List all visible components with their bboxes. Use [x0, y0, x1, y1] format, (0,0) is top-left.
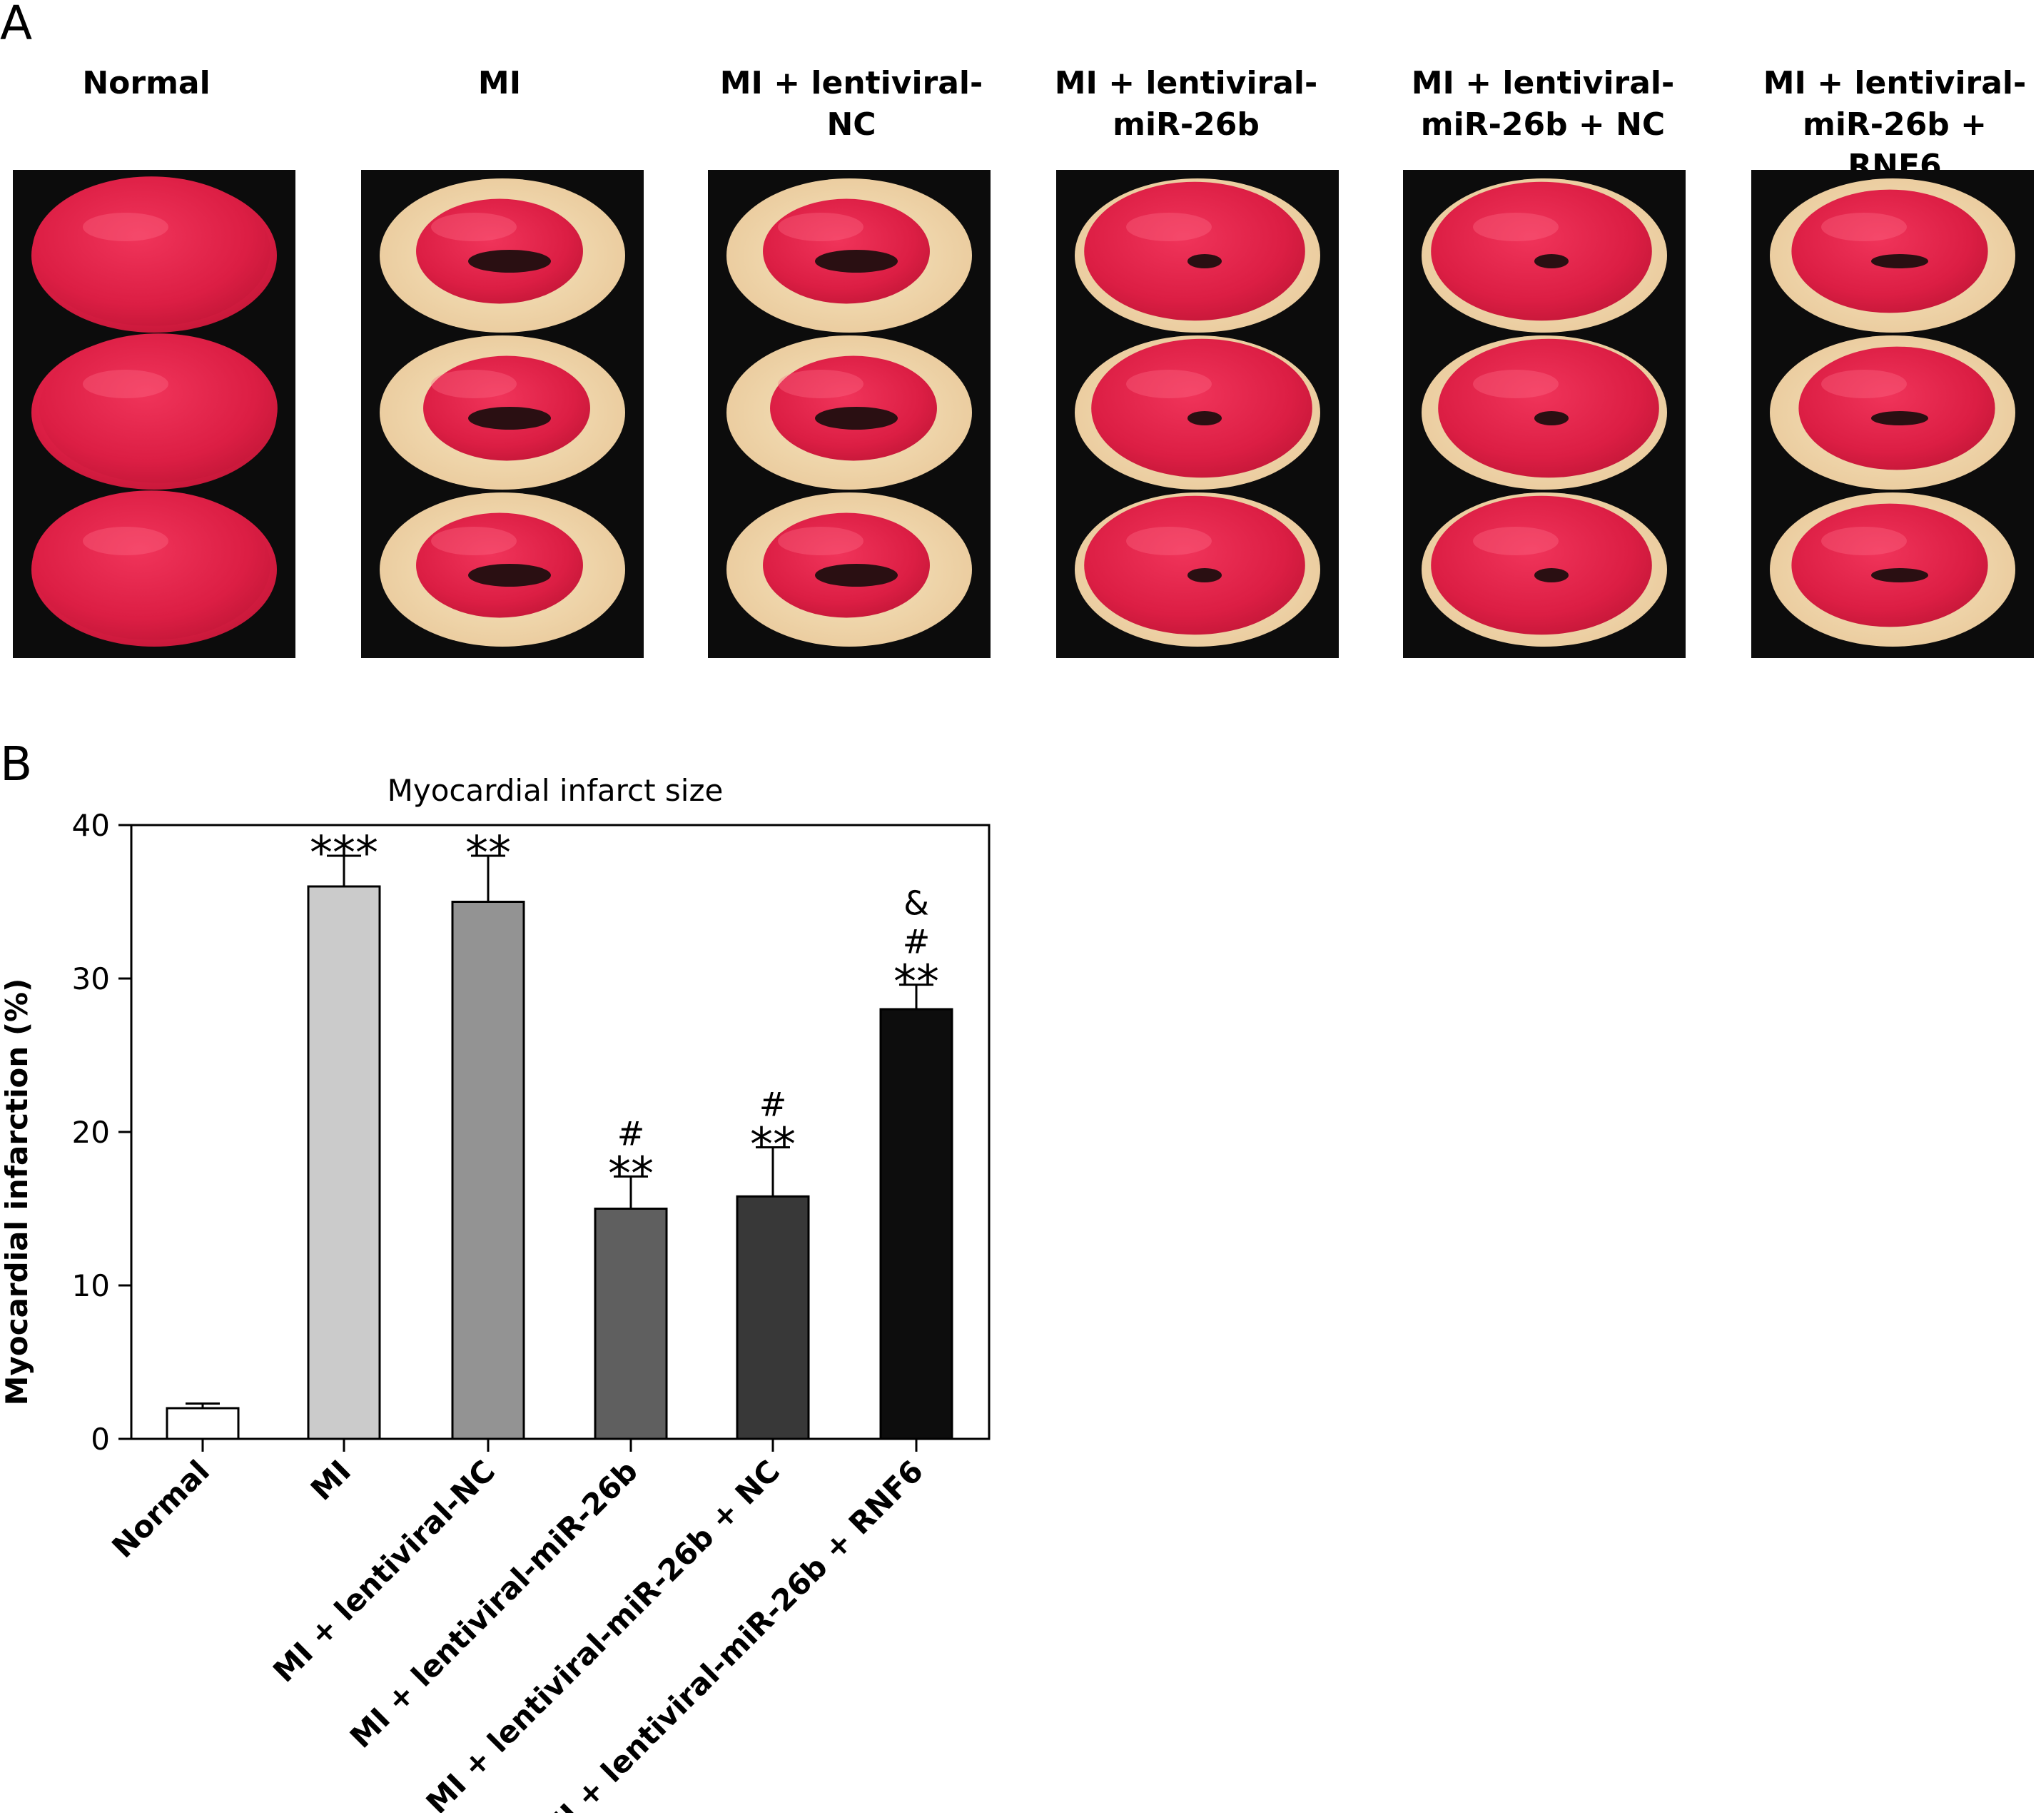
significance-annotation: # — [617, 1114, 645, 1153]
heart-slice — [380, 335, 625, 490]
y-tick-label: 40 — [72, 808, 110, 843]
y-axis-ticks: 0 10 20 30 40 — [72, 808, 131, 1457]
group-label-mi: MI — [477, 65, 522, 101]
bar — [307, 885, 381, 1440]
significance-annotation: ** — [608, 1148, 654, 1200]
significance-annotation: & — [903, 884, 929, 923]
x-tick-label: MI + lentiviral-miR-26b — [343, 1453, 644, 1754]
heart-section-photo-mi-lentiviral-mir26b-nc — [1403, 170, 1686, 658]
y-axis-label: Myocardial infarction (%) — [0, 979, 34, 1406]
bar — [594, 1208, 668, 1440]
heart-slice — [1770, 178, 2015, 333]
heart-slice — [1770, 492, 2015, 647]
heart-slice — [726, 178, 972, 333]
infarct-size-bar-chart: Myocardial infarct size Myocardial infar… — [0, 773, 991, 1813]
heart-section-photo-mi-lentiviral-nc — [708, 170, 991, 658]
heart-slice — [1770, 335, 2015, 490]
heart-slice — [31, 333, 278, 490]
plot-frame — [130, 824, 991, 1440]
group-label-mi-lentiviral-mir26b-rnf6: MI + lentiviral- miR-26b + RNF6 — [1763, 65, 2027, 184]
group-label-mi-lentiviral-nc: MI + lentiviral-NC — [719, 65, 983, 143]
group-label-mi-lentiviral-mir26b: MI + lentiviral- miR-26b — [1054, 65, 1318, 143]
heart-slice — [380, 178, 625, 333]
x-tick-label: MI — [304, 1453, 358, 1507]
y-tick-label: 30 — [72, 961, 110, 996]
heart-section-photo-mi-lentiviral-mir26b-rnf6 — [1751, 170, 2034, 658]
panel-b-letter: B — [0, 737, 33, 792]
heart-slice — [380, 492, 625, 647]
group-label-mi-lentiviral-mir26b-nc: MI + lentiviral- miR-26b + NC — [1411, 65, 1675, 143]
heart-slice — [1075, 492, 1320, 647]
heart-slice — [726, 492, 972, 647]
bar — [879, 1008, 953, 1440]
chart-title: Myocardial infarct size — [388, 773, 724, 808]
group-label-normal: Normal — [82, 65, 211, 101]
significance-annotation: # — [903, 923, 931, 961]
x-tick-label: Normal — [105, 1453, 216, 1564]
heart-slice — [31, 490, 277, 647]
y-tick-label: 20 — [72, 1115, 110, 1150]
y-tick-label: 0 — [91, 1422, 110, 1457]
bars-group: *** ****# **#**#& — [166, 827, 953, 1440]
y-tick-label: 10 — [72, 1268, 110, 1303]
heart-slice — [1422, 335, 1667, 490]
significance-annotation: ** — [750, 1119, 796, 1172]
significance-annotation: ** — [893, 956, 939, 1009]
heart-section-photo-mi-lentiviral-mir26b — [1056, 170, 1339, 658]
bar — [736, 1195, 810, 1440]
heart-slice — [726, 335, 972, 490]
heart-slice — [1075, 178, 1320, 333]
heart-slice — [1422, 492, 1667, 647]
bar — [451, 901, 525, 1440]
heart-slice — [1075, 335, 1320, 490]
significance-annotation: *** — [310, 827, 378, 880]
significance-annotation: # — [759, 1086, 787, 1124]
heart-slice — [31, 176, 277, 333]
significance-annotation: ** — [465, 827, 511, 880]
heart-section-photo-normal — [13, 170, 295, 658]
bar — [166, 1407, 240, 1440]
panel-a-letter: A — [0, 0, 33, 51]
heart-slice — [1422, 178, 1667, 333]
heart-section-photo-mi — [361, 170, 644, 658]
